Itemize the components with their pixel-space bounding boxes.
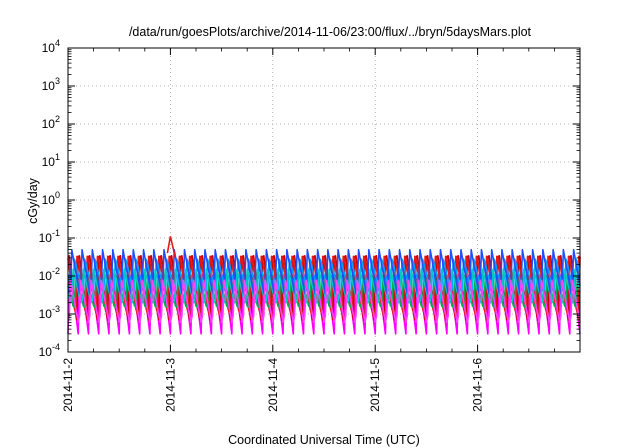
x-axis: 2014-11-2 2014-11-3 2014-11-4 2014-11-5 2014… (61, 48, 555, 412)
y-axis: 10-4 10-3 10-2 10-1 100 101 102 103 104 (39, 38, 580, 359)
y-tick-label: 104 (42, 38, 60, 55)
series-line (67, 279, 581, 323)
y-tick-label: 10-2 (39, 266, 60, 283)
spike-marker (166, 236, 177, 259)
series-line (67, 248, 581, 295)
x-tick-label: 2014-11-3 (163, 358, 177, 412)
series-line (67, 268, 581, 304)
y-tick-label: 102 (42, 114, 60, 131)
y-tick-label: 103 (42, 76, 60, 93)
x-tick-label: 2014-11-6 (471, 358, 485, 412)
x-tick-label: 2014-11-4 (266, 358, 280, 412)
y-tick-label: 10-4 (39, 342, 60, 359)
y-tick-label: 100 (42, 190, 60, 207)
y-tick-label: 101 (42, 152, 60, 169)
chart-title: /data/run/goesPlots/archive/2014-11-06/2… (129, 25, 532, 39)
x-tick-label: 2014-11-5 (368, 358, 382, 412)
y-tick-label: 10-1 (39, 228, 60, 245)
y-axis-title: cGy/day (26, 177, 40, 224)
x-axis-title: Coordinated Universal Time (UTC) (228, 433, 420, 447)
y-tick-label: 10-3 (39, 304, 60, 321)
series-area (67, 236, 581, 335)
x-tick-label: 2014-11-2 (61, 358, 75, 412)
